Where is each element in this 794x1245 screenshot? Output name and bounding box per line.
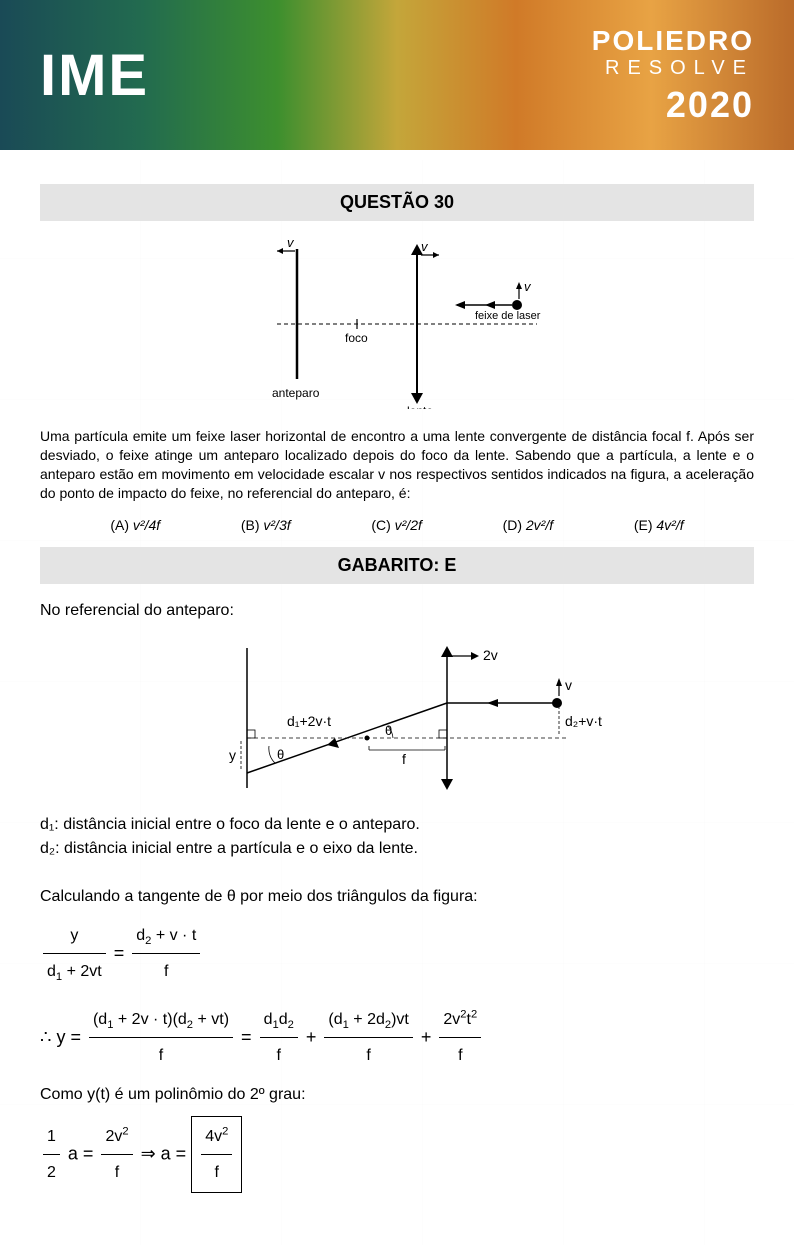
answer-header: GABARITO: E [40,547,754,584]
particle-v-label: v [524,279,532,294]
polynomial-note: Como y(t) é um polinômio do 2º grau: [40,1086,754,1104]
alternatives-row: (A) v²/4f (B) v²/3f (C) v²/2f (D) 2v²/f … [40,517,754,533]
calc-intro: Calculando a tangente de θ por meio dos … [40,888,754,906]
alt-a: (A) v²/4f [110,517,160,533]
diagram-svg-1: v anteparo foco v lente v feixe de laser [217,239,577,409]
d2-vt-label: d₂+v·t [565,713,602,729]
publisher-name: POLIEDRO [592,25,754,57]
page-content: QUESTÃO 30 v anteparo foco v lente [0,150,794,1245]
equation-3: 12 a = 2v2f ⇒ a = 4v2f [40,1116,754,1193]
alt-d: (D) 2v²/f [503,517,554,533]
banner: IME POLIEDRO RESOLVE 2020 [0,0,794,150]
year: 2020 [592,84,754,126]
publisher-sub: RESOLVE [592,57,754,80]
publisher-block: POLIEDRO RESOLVE 2020 [592,25,754,126]
d2-definition: d₂: distância inicial entre a partícula … [40,840,754,858]
sol-v-label: v [565,677,572,693]
d1-2vt-label: d₁+2v·t [287,713,331,729]
lente-v-label: v [421,239,429,254]
exam-logo: IME [40,42,149,109]
anteparo-label: anteparo [272,386,320,400]
diagram-svg-2: 2v v d₁+2v·t d₂+v·t [187,638,607,798]
d1-definition: d₁: distância inicial entre o foco da le… [40,816,754,834]
foco-label: foco [345,331,368,345]
question-figure: v anteparo foco v lente v feixe de laser [40,239,754,409]
anteparo-v-label: v [287,239,295,250]
alt-b: (B) v²/3f [241,517,291,533]
question-header: QUESTÃO 30 [40,184,754,221]
two-v-label: 2v [483,647,498,663]
lente-label: lente [407,404,433,409]
alt-c: (C) v²/2f [371,517,422,533]
y-label: y [229,747,236,763]
f-label: f [402,751,406,767]
question-prompt: Uma partícula emite um feixe laser horiz… [40,427,754,503]
theta-left: θ [277,747,284,762]
solution-figure: 2v v d₁+2v·t d₂+v·t [40,638,754,798]
theta-right: θ [385,723,392,738]
equation-2: ∴ y = (d1 + 2v · t)(d2 + vt)f = d1d2f + … [40,1002,754,1074]
solution-intro: No referencial do anteparo: [40,602,754,620]
alt-e: (E) 4v²/f [634,517,684,533]
equation-1: yd1 + 2vt = d2 + v · tf [40,918,754,990]
feixe-label: feixe de laser [475,310,541,322]
